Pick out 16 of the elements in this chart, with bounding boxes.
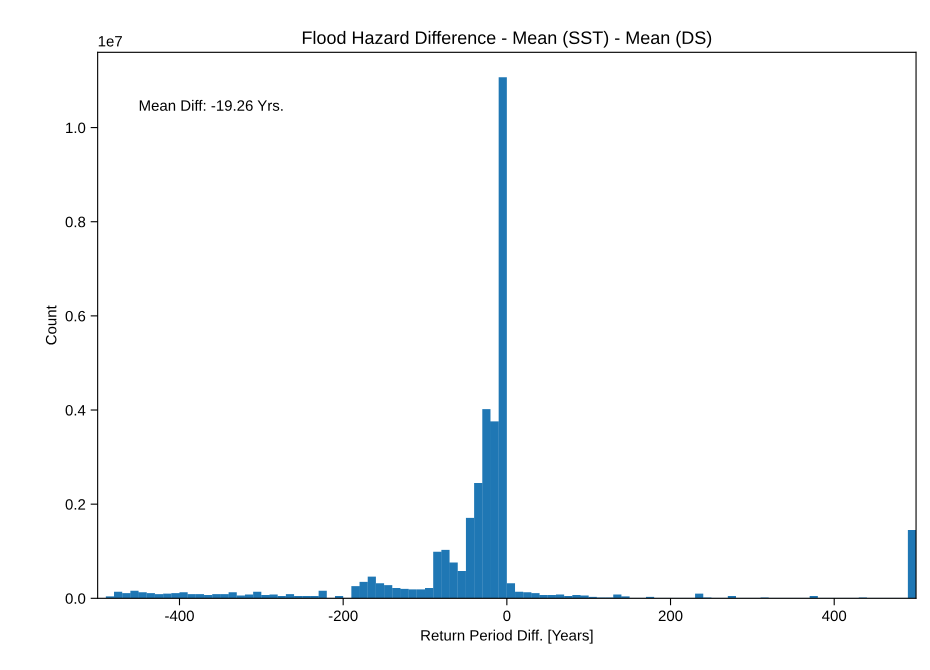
text: 1e7 bbox=[98, 36, 122, 47]
chart-title: Flood Hazard Difference - Mean (SST) - Mean (DS) bbox=[302, 30, 712, 48]
y-tick-label: 0.4 bbox=[66, 404, 86, 416]
x-axis-title: Return Period Diff. [Years] bbox=[421, 630, 593, 644]
y-axis-title: Count bbox=[46, 305, 56, 345]
x-tick-label: 200 bbox=[658, 610, 682, 622]
y-tick-label: 1.0 bbox=[66, 122, 86, 134]
x-tick-label: -400 bbox=[165, 610, 194, 622]
y-tick-label: 0.6 bbox=[66, 310, 86, 322]
x-tick-label: 0 bbox=[503, 610, 510, 622]
x-tick-label: 400 bbox=[822, 610, 846, 622]
annotation: Mean Diff: -19.26 Yrs. bbox=[140, 100, 283, 111]
y-tick-label: 0.2 bbox=[66, 499, 86, 510]
x-tick-label: -200 bbox=[328, 610, 358, 622]
y-tick-label: 0.8 bbox=[66, 216, 86, 228]
y-tick-label: 0.0 bbox=[66, 593, 86, 604]
